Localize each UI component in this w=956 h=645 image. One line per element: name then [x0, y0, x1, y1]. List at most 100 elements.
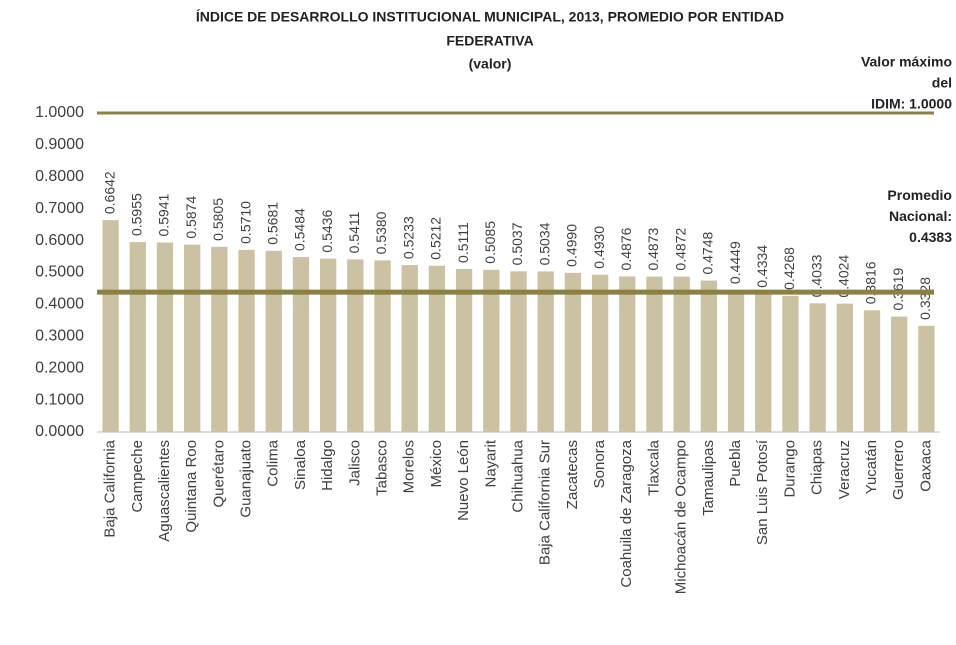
bar [455, 268, 473, 432]
bar [564, 272, 582, 432]
data-label: 0.4033 [808, 254, 824, 297]
bar [347, 259, 364, 432]
x-tick-label: Tabasco [374, 440, 391, 496]
y-tick-label: 0.2000 [35, 359, 84, 376]
x-tick-label: Guerrero [890, 440, 907, 500]
x-tick-label: Chihuahua [509, 439, 526, 512]
data-label: 0.3328 [917, 277, 933, 320]
reference-label: Nacional: [889, 208, 952, 224]
x-tick-label: Hidalgo [319, 440, 336, 491]
bar [863, 310, 881, 432]
data-label: 0.4748 [700, 232, 716, 275]
y-tick-label: 0.3000 [35, 328, 84, 345]
bar [891, 316, 908, 432]
reference-label: del [932, 75, 952, 91]
bar [483, 269, 500, 432]
chart-subtitle: (valor) [469, 56, 512, 72]
bar [591, 274, 609, 432]
y-tick-label: 0.0000 [35, 423, 84, 440]
reference-label: Promedio [887, 187, 952, 203]
bar [782, 295, 799, 432]
bar [836, 303, 853, 432]
data-label: 0.4990 [564, 224, 580, 267]
reference-label: Valor máximo [861, 54, 952, 70]
bar [755, 293, 772, 432]
bar [374, 260, 391, 432]
x-tick-label: San Luis Potosí [754, 439, 771, 545]
data-label: 0.3619 [890, 268, 906, 311]
y-tick-label: 1.0000 [35, 104, 84, 121]
reference-label: 0.4383 [909, 229, 952, 245]
x-tick-label: Durango [781, 440, 798, 498]
bar [918, 325, 935, 432]
data-label: 0.4872 [672, 228, 688, 271]
x-tick-label: Zacatecas [564, 440, 581, 509]
data-label: 0.5484 [292, 208, 308, 251]
y-tick-label: 0.7000 [35, 200, 84, 217]
data-label: 0.5085 [482, 221, 498, 264]
x-tick-label: Puebla [727, 439, 744, 486]
data-label: 0.5805 [210, 198, 226, 241]
bar [510, 271, 527, 432]
y-tick-label: 0.6000 [35, 232, 84, 249]
x-tick-label: Nayarit [482, 439, 499, 487]
data-label: 0.5941 [156, 193, 172, 236]
y-tick-label: 0.9000 [35, 136, 84, 153]
reference-label: IDIM: 1.0000 [871, 96, 952, 112]
y-tick-label: 0.8000 [35, 168, 84, 185]
bar [129, 242, 146, 432]
data-label: 0.5212 [428, 217, 444, 260]
x-tick-label: Tlaxcala [645, 439, 662, 496]
bar [619, 276, 636, 432]
x-tick-label: Tamaulipas [700, 440, 717, 516]
x-tick-label: Colima [265, 439, 282, 486]
bar [673, 276, 690, 432]
data-label: 0.4930 [591, 226, 607, 269]
data-label: 0.5710 [237, 201, 253, 244]
x-tick-label: Chiapas [809, 440, 826, 495]
data-label: 0.5380 [373, 211, 389, 254]
bar [428, 265, 446, 432]
x-tick-label: Quintana Roo [183, 440, 200, 533]
bar [156, 242, 174, 432]
data-label: 0.6642 [101, 171, 117, 214]
x-tick-label: Baja California [102, 439, 119, 537]
x-tick-label: Coahuila de Zaragoza [618, 439, 635, 587]
bar [700, 280, 718, 432]
x-tick-label: Sinaloa [292, 439, 309, 490]
x-tick-label: Oaxaca [917, 439, 934, 491]
bar [292, 257, 310, 432]
bar [401, 265, 418, 432]
x-tick-label: Querétaro [210, 440, 227, 508]
data-label: 0.5233 [400, 216, 416, 259]
x-tick-label: Baja California Sur [537, 440, 554, 565]
bar [646, 276, 663, 432]
x-tick-label: Sonora [591, 439, 608, 488]
bar [537, 271, 554, 432]
data-label: 0.5681 [264, 202, 280, 245]
data-label: 0.4876 [618, 227, 634, 270]
bar [727, 290, 745, 432]
data-label: 0.4873 [645, 228, 661, 271]
x-tick-label: Campeche [129, 440, 146, 513]
x-tick-label: México [428, 440, 445, 488]
data-label: 0.5411 [346, 211, 362, 253]
bar [809, 303, 826, 432]
y-tick-label: 0.5000 [35, 264, 84, 281]
y-tick-label: 0.4000 [35, 296, 84, 313]
bar [184, 244, 201, 432]
data-label: 0.5955 [128, 193, 144, 236]
data-label: 0.5111 [455, 222, 471, 263]
x-tick-label: Yucatán [863, 440, 880, 494]
x-tick-label: Aguascalientes [156, 440, 173, 542]
data-label: 0.5034 [536, 222, 552, 265]
x-tick-label: Nuevo León [455, 440, 472, 521]
y-tick-label: 0.1000 [35, 391, 84, 408]
x-tick-label: Morelos [401, 440, 418, 493]
data-label: 0.4449 [727, 241, 743, 284]
x-tick-label: Veracruz [836, 440, 853, 499]
bar [319, 258, 337, 432]
data-label: 0.3816 [863, 261, 879, 304]
bar [265, 250, 282, 432]
